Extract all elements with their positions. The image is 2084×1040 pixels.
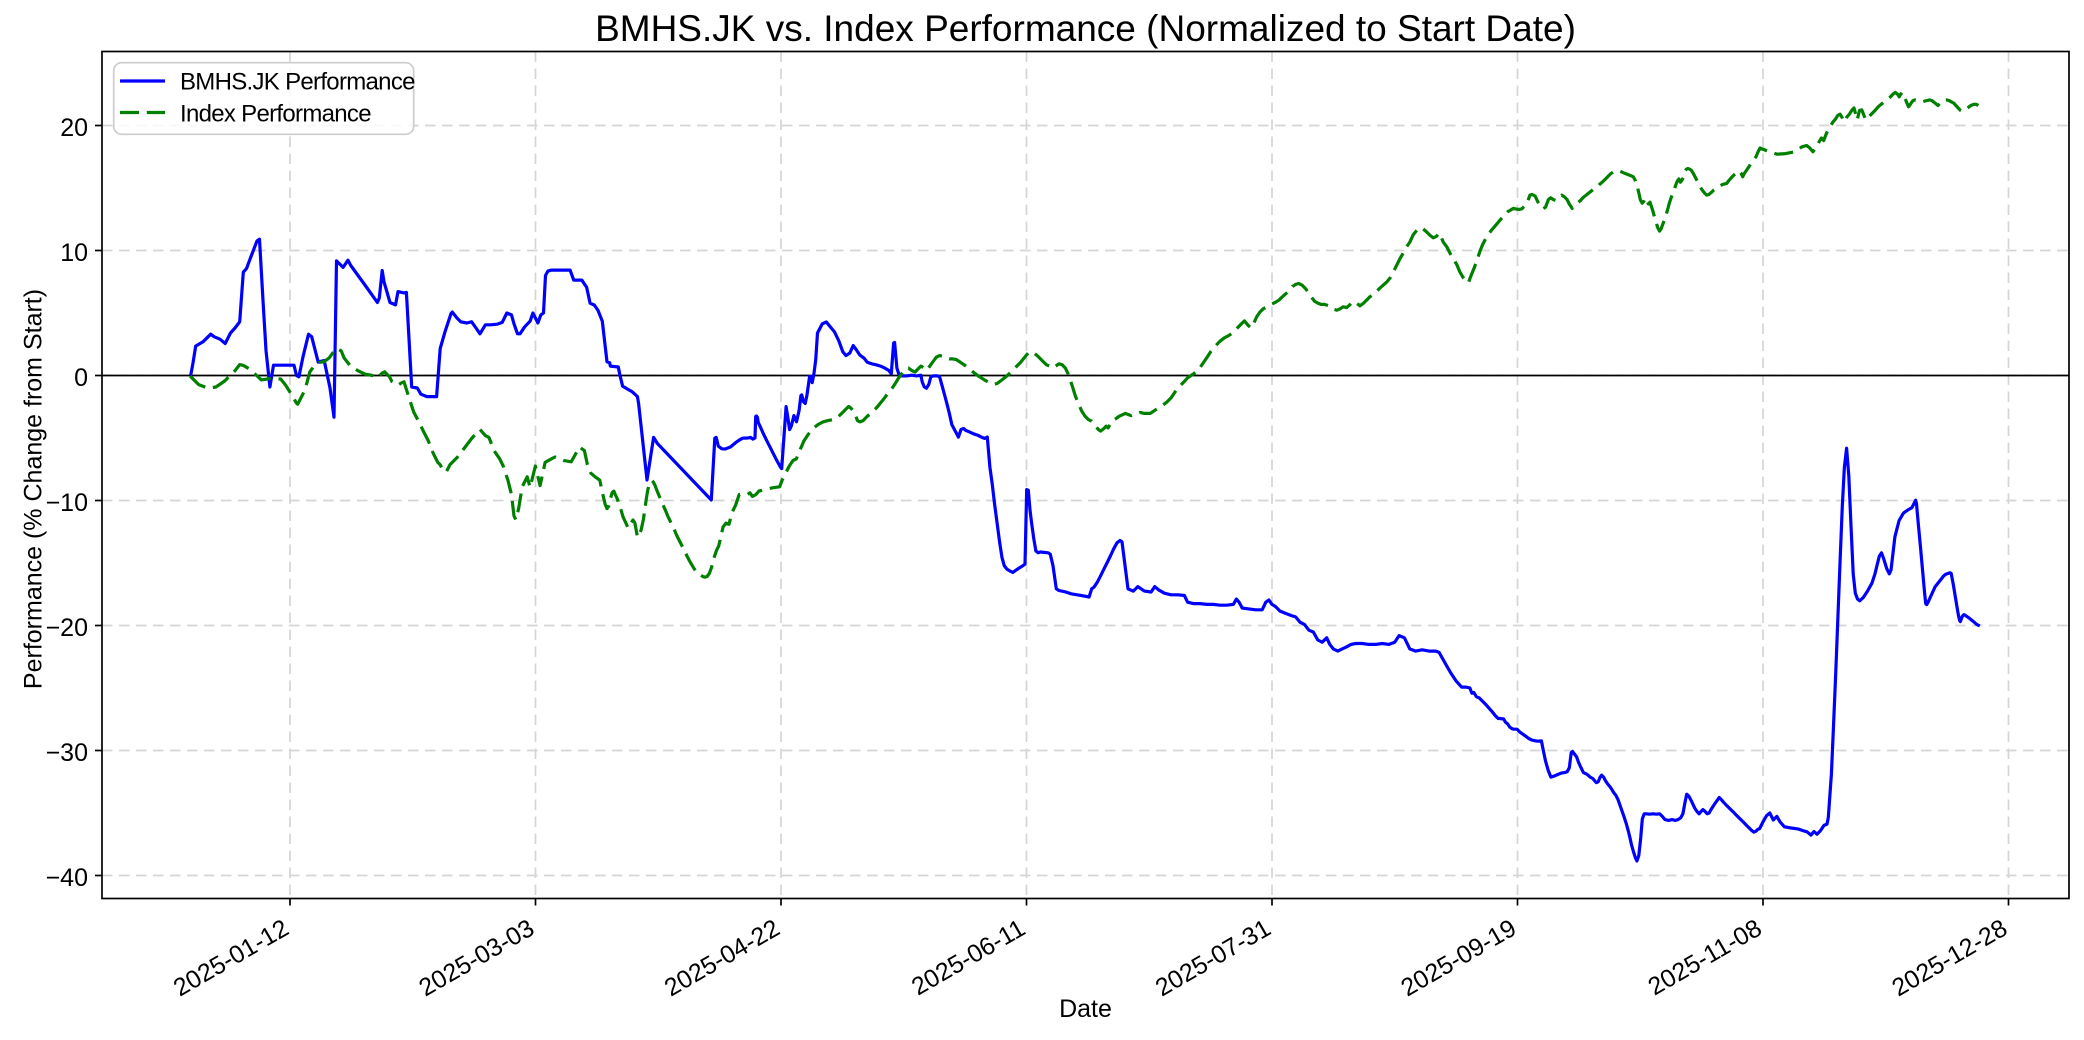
- svg-text:−10: −10: [46, 489, 88, 517]
- svg-text:Performance (% Change from Sta: Performance (% Change from Start): [20, 289, 48, 689]
- svg-text:−40: −40: [46, 864, 88, 892]
- svg-text:BMHS.JK vs. Index Performance: BMHS.JK vs. Index Performance (Normalize…: [595, 8, 1576, 49]
- svg-text:Date: Date: [1059, 995, 1112, 1023]
- svg-text:0: 0: [74, 364, 88, 392]
- svg-text:20: 20: [60, 114, 88, 142]
- svg-text:−20: −20: [46, 614, 88, 642]
- svg-text:Index Performance: Index Performance: [180, 101, 371, 128]
- svg-text:10: 10: [60, 239, 88, 267]
- svg-text:BMHS.JK Performance: BMHS.JK Performance: [180, 69, 415, 96]
- svg-text:−30: −30: [46, 739, 88, 767]
